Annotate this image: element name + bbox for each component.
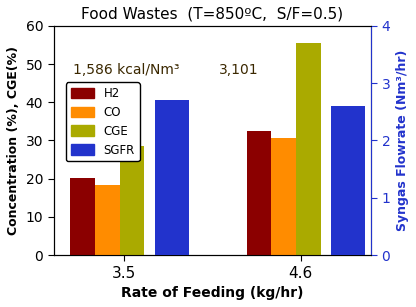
Bar [120, 146, 144, 255]
Bar [70, 178, 95, 255]
Y-axis label: Concentration (%), CGE(%): Concentration (%), CGE(%) [7, 46, 20, 235]
Bar [95, 185, 120, 255]
Y-axis label: Syngas Flowrate (Nm³/hr): Syngas Flowrate (Nm³/hr) [396, 50, 409, 231]
Bar [296, 43, 321, 255]
Bar [272, 138, 296, 255]
Title: Food Wastes  (T=850ºC,  S/F=0.5): Food Wastes (T=850ºC, S/F=0.5) [81, 7, 344, 22]
Bar [155, 100, 188, 255]
Bar [332, 106, 365, 255]
Bar [247, 131, 272, 255]
Text: 1,586 kcal/Nm³: 1,586 kcal/Nm³ [73, 63, 179, 76]
X-axis label: Rate of Feeding (kg/hr): Rate of Feeding (kg/hr) [121, 286, 304, 300]
Legend: H2, CO, CGE, SGFR: H2, CO, CGE, SGFR [66, 82, 139, 161]
Text: 3,101: 3,101 [219, 63, 258, 76]
